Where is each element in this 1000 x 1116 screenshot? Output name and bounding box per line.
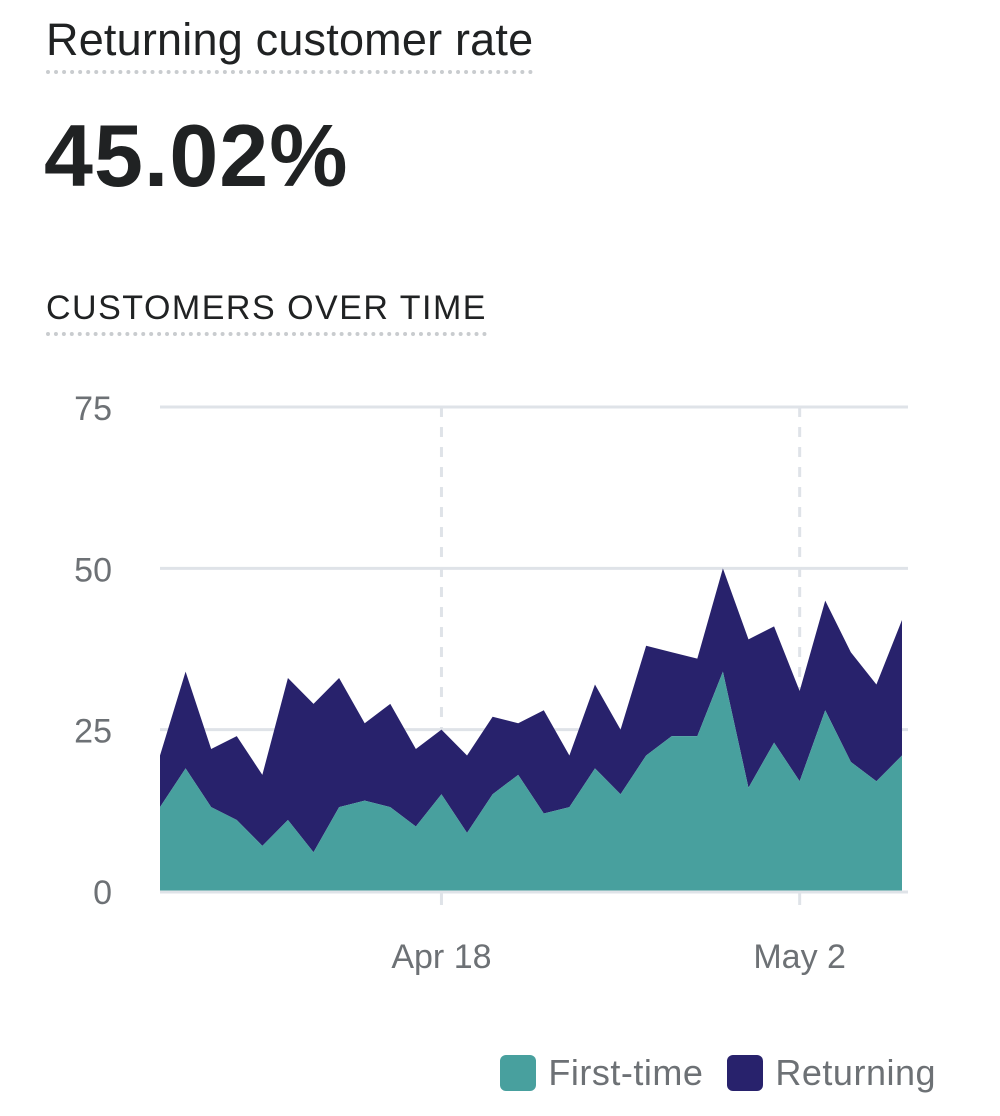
series-area-returning — [160, 568, 902, 853]
legend-item-first-time[interactable]: First-time — [500, 1052, 703, 1094]
metric-title[interactable]: Returning customer rate — [46, 14, 534, 74]
section-title[interactable]: CUSTOMERS OVER TIME — [46, 288, 487, 336]
x-tick-label: May 2 — [753, 938, 846, 976]
y-tick-label: 50 — [74, 551, 112, 589]
legend-swatch-returning — [727, 1055, 764, 1091]
legend-label-returning: Returning — [775, 1052, 936, 1093]
legend-label-first-time: First-time — [548, 1052, 704, 1093]
metric-value: 45.02% — [44, 106, 349, 205]
series-area-first-time — [160, 671, 902, 891]
y-tick-label: 75 — [74, 390, 112, 428]
x-tick-label: Apr 18 — [391, 938, 491, 976]
y-tick-label: 25 — [74, 713, 112, 751]
legend-swatch-first-time — [500, 1055, 537, 1091]
chart-legend: First-time Returning — [500, 1052, 936, 1094]
legend-item-returning[interactable]: Returning — [727, 1052, 936, 1094]
y-tick-label: 0 — [93, 874, 112, 912]
customers-over-time-chart: 0 25 50 75 Apr 18 May 2 — [74, 390, 908, 976]
